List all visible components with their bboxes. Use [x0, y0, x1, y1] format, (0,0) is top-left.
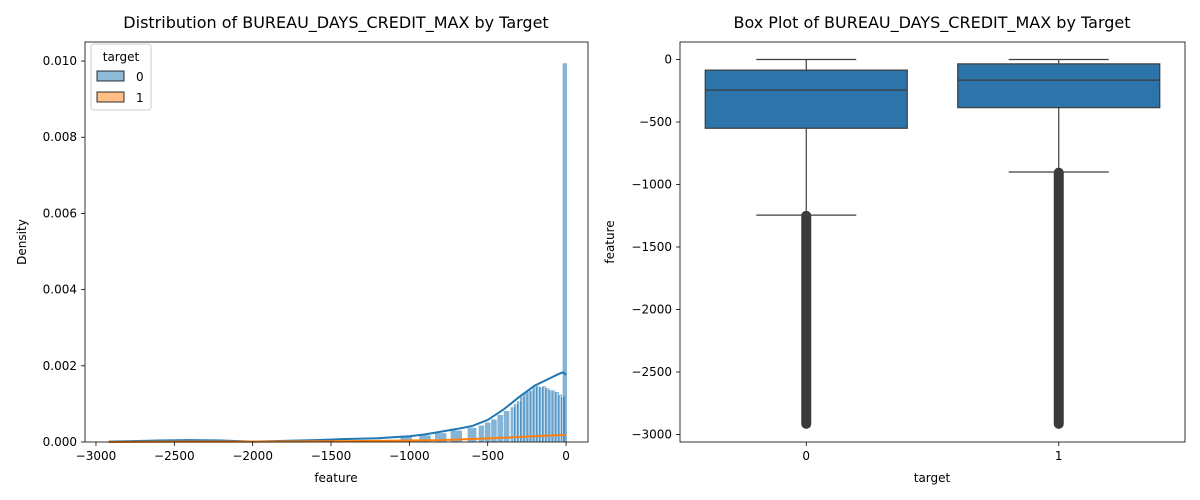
y-tick-label: −1000: [631, 178, 672, 192]
y-tick-label: 0.008: [43, 130, 77, 144]
legend-swatch-1: [96, 91, 125, 103]
histogram-bar-0: [562, 62, 568, 443]
kde-line-0: [108, 371, 567, 443]
box-0: [704, 69, 908, 129]
y-tick-label: −2500: [631, 365, 672, 379]
x-tick-label: −3000: [76, 449, 117, 463]
boxplot-axes-frame: [679, 41, 1186, 443]
histogram-x-label: feature: [314, 471, 357, 485]
legend-label-1: 1: [136, 91, 144, 105]
boxplot-x-label: target: [914, 471, 951, 485]
boxplot-y-label: feature: [603, 220, 617, 263]
boxplot-y-ticks: 0 −500 −1000 −1500 −2000 −2500 −3000: [631, 53, 680, 442]
x-tick-label: −2000: [232, 449, 273, 463]
y-tick-label: −3000: [631, 428, 672, 442]
boxplot-plot-area: [704, 58, 1161, 429]
boxplot-title: Box Plot of BUREAU_DAYS_CREDIT_MAX by Ta…: [733, 13, 1130, 33]
histogram-title: Distribution of BUREAU_DAYS_CREDIT_MAX b…: [123, 13, 548, 33]
y-tick-label: 0.000: [43, 435, 77, 449]
y-tick-label: 0.010: [43, 54, 77, 68]
y-tick-label: −1500: [631, 240, 672, 254]
box-1: [957, 63, 1161, 109]
histogram-y-label: Density: [15, 219, 29, 265]
legend: target 0 1: [90, 43, 152, 111]
x-tick-label: 0: [802, 449, 810, 463]
x-tick-label: −2500: [154, 449, 195, 463]
y-tick-label: −500: [639, 115, 672, 129]
boxplot-subplot: Box Plot of BUREAU_DAYS_CREDIT_MAX by Ta…: [603, 13, 1186, 485]
histogram-axes-frame: [84, 41, 589, 443]
x-tick-label: −500: [471, 449, 504, 463]
x-tick-label: −1500: [311, 449, 352, 463]
legend-label-0: 0: [136, 70, 144, 84]
kde-line-1: [108, 434, 567, 443]
x-tick-label: 0: [562, 449, 570, 463]
y-tick-label: 0.002: [43, 359, 77, 373]
y-tick-label: 0.006: [43, 206, 77, 220]
legend-title: target: [103, 50, 140, 64]
histogram-y-ticks: 0.000 0.002 0.004 0.006 0.008 0.010: [43, 54, 85, 449]
x-tick-label: −1000: [389, 449, 430, 463]
y-tick-label: 0.004: [43, 283, 77, 297]
histogram-plot-area: [108, 62, 568, 443]
x-tick-label: 1: [1055, 449, 1063, 463]
histogram-x-ticks: −3000 −2500 −2000 −1500 −1000 −500 0: [76, 442, 570, 463]
legend-swatch-0: [96, 70, 125, 82]
histogram-subplot: Distribution of BUREAU_DAYS_CREDIT_MAX b…: [15, 13, 589, 485]
y-tick-label: −2000: [631, 303, 672, 317]
y-tick-label: 0: [664, 53, 672, 67]
